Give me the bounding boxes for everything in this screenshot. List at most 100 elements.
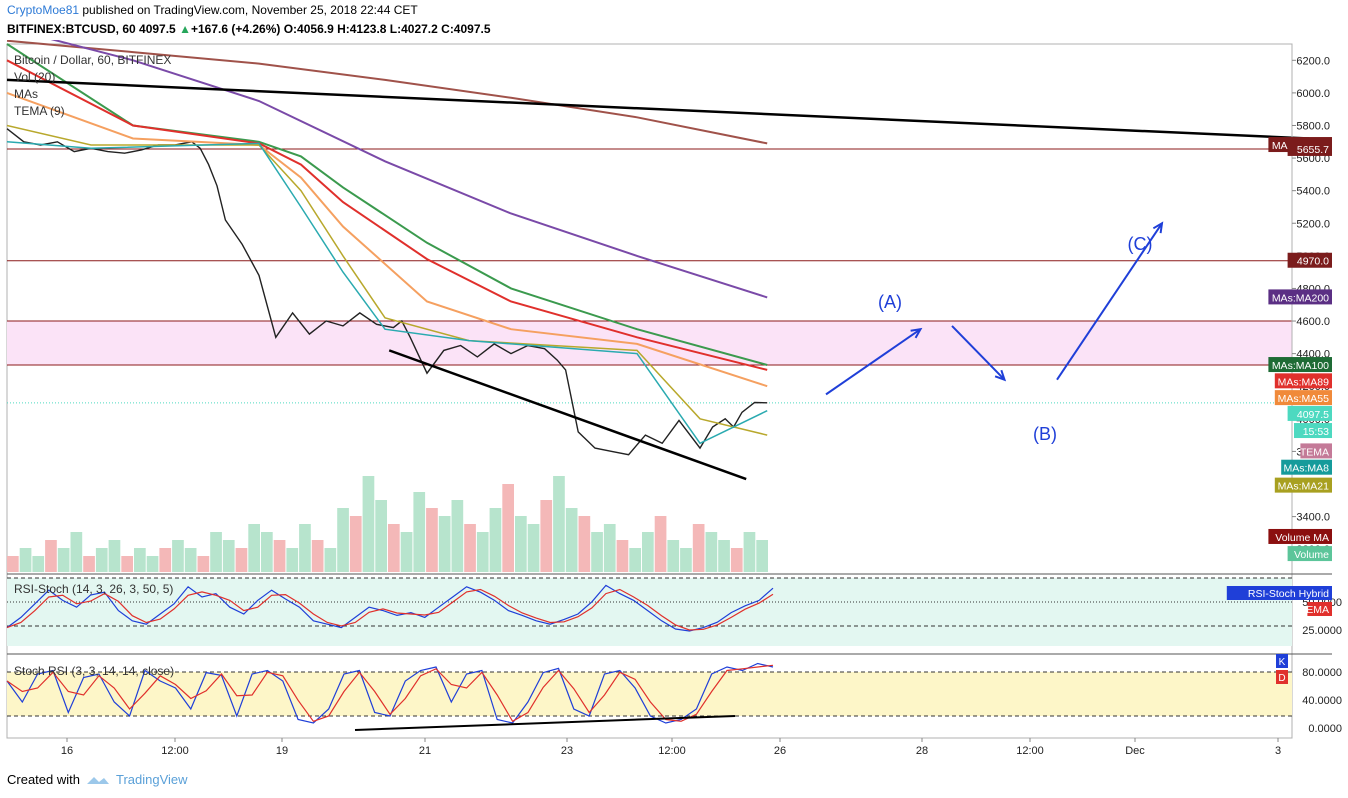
volume-bar [476,532,489,572]
price-label: Volume MA [1275,532,1329,544]
time-tick-label: 26 [774,745,786,757]
time-tick-label: 3 [1275,745,1281,757]
price-tick-label: 4600.0 [1296,316,1330,328]
price-label-box [1274,477,1332,493]
chart-canvas[interactable]: (A) (B) (C) 6200.0 6000.0 5800.0 5600.0 5400.0… [0,40,1348,770]
price-label: MAs:MA55 [1278,393,1330,405]
rsi-stoch-title: RSI-Stoch (14, 3, 26, 3, 50, 5) [14,582,173,596]
volume-bar [642,532,654,572]
ohlc-values: O:4056.9 H:4123.8 L:4027.2 C:4097.5 [283,22,491,36]
volume-bar [591,532,603,572]
volume-bar [464,524,476,572]
resistance-zone [7,321,1292,366]
volume-bar [248,524,260,572]
volume-bar [57,548,70,572]
legend-mas: MAs [14,87,38,101]
price-label-box [1274,373,1332,389]
arrow-head [994,369,1007,382]
volume-bar [400,532,413,572]
time-tick-label: 12:00 [658,745,686,757]
volume-bar [362,476,375,572]
rsi-ema-line [6,588,774,631]
stoch-tick-label: 80.0000 [1302,667,1342,679]
stoch-rsi-title: Stoch RSI (3, 3, 14, 14, close) [14,664,174,678]
price-tick-label: 3400.0 [1296,512,1330,524]
price-label: MAs:MA89 [1278,376,1330,388]
volume-bar [32,556,45,572]
last-price: 4097.5 [139,22,176,36]
volume-bar [667,540,680,572]
stoch-k-line [6,662,774,724]
series-line [6,40,768,145]
symbol-bar: BITFINEX:BTCUSD, 60 4097.5 ▲+167.6 (+4.2… [7,22,491,36]
projection-arrow [951,325,1006,381]
legend-volume: Vol (20) [14,70,55,84]
series-line [6,91,768,388]
volume-bar [756,540,768,572]
volume-bar [565,508,578,572]
time-tick-label: Dec [1125,745,1145,757]
price-label: 5655.7 [1297,144,1329,156]
stoch-d-line [6,664,774,723]
price-label-box [1287,405,1332,421]
price-label-box [1287,140,1332,156]
volume-bar [489,508,502,572]
rsi-label: RSI-Stoch Hybrid [1248,588,1329,600]
arrow-head [1152,221,1164,234]
rsi-label: EMA [1306,604,1329,616]
price-label-box [1287,546,1332,562]
price-label: MAs:MA21 [1278,481,1330,493]
price-label-box [1268,357,1332,373]
projection-arrow [1056,222,1163,381]
stoch-label: K [1279,657,1286,668]
price-tick-label: 5800.0 [1296,120,1330,132]
volume-bar [527,524,540,572]
symbol-label: BITFINEX:BTCUSD, 60 [7,22,136,36]
rsi-stoch-line [6,584,774,632]
tradingview-logo-icon [86,776,109,784]
time-tick-label: 12:00 [161,745,189,757]
projection-arrow [825,328,922,396]
volume-bar [7,556,19,572]
volume-bar [172,540,184,572]
stoch-label-box [1276,670,1288,684]
wave-label: (B) [1033,424,1057,444]
trendline [388,349,747,481]
volume-bar [629,548,641,572]
up-arrow-icon: ▲ [179,22,191,36]
rsi-tick-label: 25.0000 [1302,625,1342,637]
volume-bar [45,540,57,572]
publish-text: published on TradingView.com, November 2… [79,3,418,17]
volume-bar [273,540,286,572]
volume-bar [121,556,133,572]
volume-bar [438,516,451,572]
volume-bar [553,476,565,572]
volume-bar [95,548,108,572]
volume-bar [108,540,121,572]
volume-bar [349,516,362,572]
stoch-tick-label: 40.0000 [1302,695,1342,707]
time-tick-label: 23 [561,745,573,757]
tradingview-brand[interactable]: TradingView [115,772,188,787]
volume-bar [210,532,222,572]
series-line [6,124,768,436]
volume-bar [654,516,667,572]
time-tick-label: 19 [276,745,288,757]
volume-bar [299,524,311,572]
author-link[interactable]: CryptoMoe81 [7,3,80,17]
volume-bar [718,540,730,572]
volume-bar [616,540,629,572]
volume-bar [578,516,591,572]
price-label: TEMA [1300,446,1329,458]
price-label: MAs:MA100 [1272,360,1329,372]
volume-bar [83,556,95,572]
price-label: MAs:MA8 [1283,463,1329,475]
stoch-band [7,672,1292,716]
price-label: Volume [1294,549,1329,561]
volume-bar [146,556,159,572]
time-tick-label: 28 [916,745,928,757]
price-label: 15:53 [1303,426,1329,438]
volume-bar [692,524,705,572]
price-label-box [1268,289,1332,305]
price-label-box [1300,443,1332,459]
